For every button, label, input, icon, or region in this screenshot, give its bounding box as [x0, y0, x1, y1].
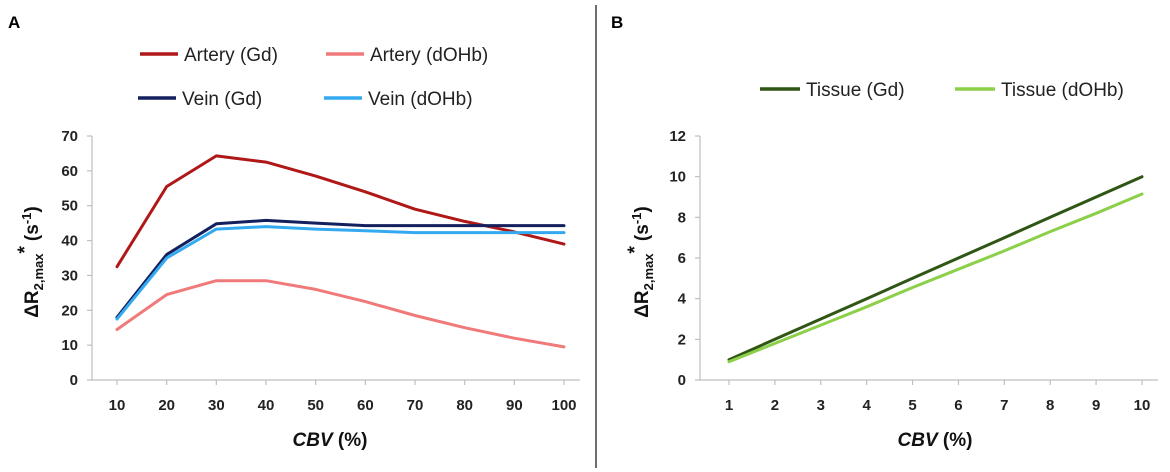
panel-b-x-tick-label: 9 [1092, 397, 1100, 414]
panel-a: A Artery (Gd) Artery (dOHb) Vein (Gd) Vein … [8, 13, 580, 451]
panel-b-legend: Tissue (Gd) Tissue (dOHb) [760, 80, 1124, 101]
panel-b-y-tick-label: 10 [669, 169, 686, 186]
panel-a-series-vein-gd [115, 218, 566, 319]
panel-b-y-tick-label: 6 [678, 250, 686, 267]
panel-a-y-label: ΔR2,max*(s-1) [15, 206, 46, 317]
panel-a-x-tick-label: 80 [456, 397, 473, 414]
panel-a-y-tick-label: 20 [61, 302, 78, 319]
panel-a-y-tick-label: 30 [61, 267, 78, 284]
panel-a-legend-label-vein-dohb: Vein (dOHb) [368, 89, 473, 110]
panel-a-series-artery-gd [115, 154, 566, 269]
panel-a-x-tick-label: 50 [307, 397, 324, 414]
panel-a-x-tick-label: 10 [109, 397, 126, 414]
panel-a-x-tick-label: 90 [506, 397, 523, 414]
panel-a-y-tick-label: 60 [61, 163, 78, 180]
panel-a-series-vein-dohb [115, 225, 566, 321]
panel-b-series-tissue-dohb [727, 192, 1144, 364]
panel-a-x-label: CBV (%) [293, 430, 368, 451]
panel-a-x-tick-label: 100 [551, 397, 576, 414]
panel-a-legend-label-artery-dohb: Artery (dOHb) [370, 45, 488, 66]
panel-b-x-tick-label: 7 [1000, 397, 1008, 414]
panel-b-y-label: ΔR2,max*(s-1) [625, 206, 656, 317]
panel-a-x-tick-label: 20 [158, 397, 175, 414]
panel-a-legend-label-artery-gd: Artery (Gd) [184, 45, 278, 66]
panel-b-letter: B [611, 13, 623, 32]
panel-b-x-tick-label: 6 [954, 397, 962, 414]
panel-b-y-tick-label: 8 [678, 209, 686, 226]
panel-a-y-tick-label: 50 [61, 198, 78, 215]
panel-a-y-tick-label: 10 [61, 337, 78, 354]
panel-a-y-tick-label: 40 [61, 233, 78, 250]
panel-b-x-label: CBV (%) [898, 430, 973, 451]
panel-a-legend-label-vein-gd: Vein (Gd) [182, 89, 262, 110]
panel-b-y-tick-label: 0 [678, 372, 686, 389]
panel-a-letter: A [8, 13, 20, 32]
panel-b-x-tick-label: 2 [771, 397, 779, 414]
panel-a-series [115, 154, 566, 349]
panel-b-x-tick-label: 4 [862, 397, 871, 414]
panel-b-series [727, 175, 1144, 364]
panel-a-x-tick-label: 70 [407, 397, 424, 414]
panel-b-legend-label-tissue-dohb: Tissue (dOHb) [1001, 80, 1124, 101]
panel-b-x-tick-label: 1 [725, 397, 733, 414]
panel-b-x-tick-label: 5 [908, 397, 916, 414]
panel-b-x-tick-label: 10 [1134, 397, 1151, 414]
panel-a-x-tick-label: 30 [208, 397, 225, 414]
panel-a-x-tick-label: 40 [258, 397, 275, 414]
panel-a-legend: Artery (Gd) Artery (dOHb) Vein (Gd) Vein (d… [138, 45, 488, 110]
panel-a-y-tick-label: 70 [61, 128, 78, 145]
panel-b-x-tick-label: 3 [817, 397, 825, 414]
panel-a-ticks: 0 10 20 30 40 50 60 70 10 20 30 40 50 60 70 80 90 100 [61, 128, 576, 414]
panel-a-x-tick-label: 60 [357, 397, 374, 414]
panel-a-y-tick-label: 0 [70, 372, 78, 389]
panel-b-legend-label-tissue-gd: Tissue (Gd) [806, 80, 905, 101]
panel-b-series-tissue-gd [727, 175, 1144, 362]
panel-b-y-tick-label: 12 [669, 128, 686, 145]
panel-b-y-tick-label: 2 [678, 331, 686, 348]
panel-b-x-tick-label: 8 [1046, 397, 1054, 414]
panel-b-y-tick-label: 4 [678, 291, 687, 308]
panel-a-series-artery-dohb [115, 279, 566, 349]
